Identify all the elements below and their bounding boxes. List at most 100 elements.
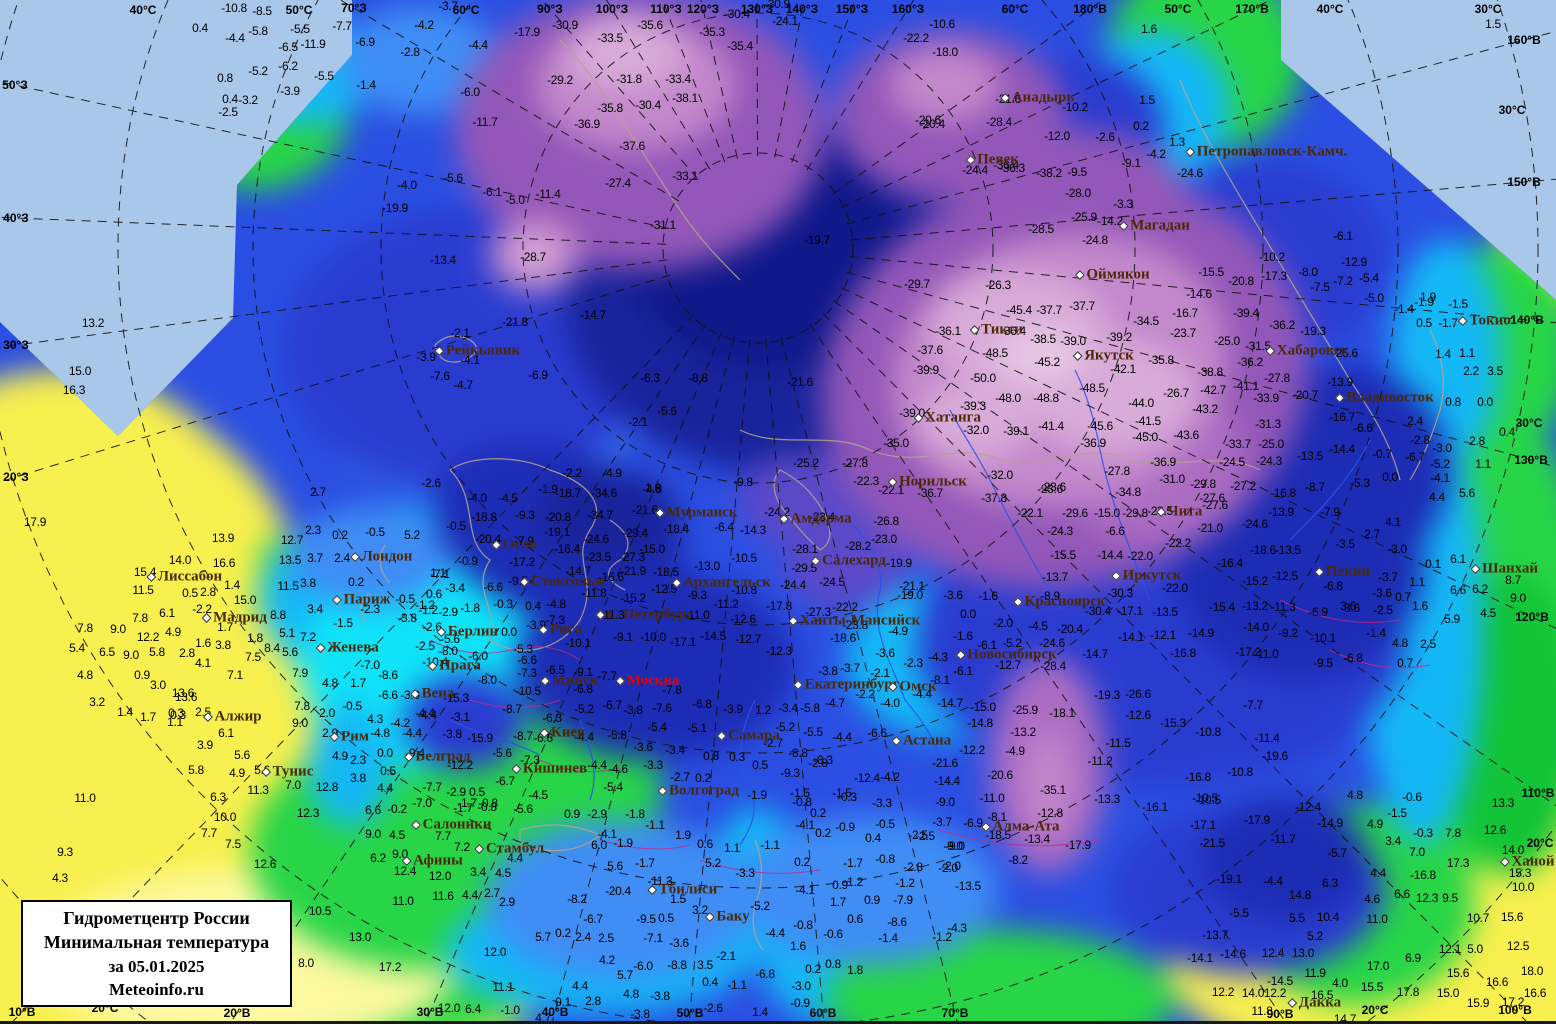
temp-label: -5.2 xyxy=(1002,636,1022,650)
temp-label: -9.0 xyxy=(945,839,965,853)
temp-label: -5.2 xyxy=(775,720,795,734)
temp-label: -2.1 xyxy=(870,666,890,680)
temp-label: 3.7 xyxy=(307,551,323,565)
temp-label: 4.0 xyxy=(1332,976,1348,990)
temp-label: -6.6 xyxy=(1353,421,1373,435)
temp-label: -12.6 xyxy=(730,612,756,626)
temp-label: -3.0 xyxy=(1387,542,1407,556)
temp-label: -17.8 xyxy=(766,599,792,613)
temp-label: -13.9 xyxy=(1327,375,1353,389)
grid-label: 50°С xyxy=(1164,2,1192,16)
temp-label: -39.1 xyxy=(1003,424,1029,438)
city-label: Екатеринбург xyxy=(793,677,899,694)
temp-label: 13.2 xyxy=(81,316,105,330)
temp-label: -2.5 xyxy=(218,105,238,119)
temp-label: 2.4 xyxy=(575,930,591,944)
temp-label: -24.8 xyxy=(1082,233,1108,247)
temp-label: -4.3 xyxy=(928,650,948,664)
temp-label: 3.0 xyxy=(150,678,166,692)
city-marker-icon xyxy=(1072,351,1083,362)
temp-label: -23.6 xyxy=(1040,480,1066,494)
temp-label: -5.0 xyxy=(505,193,525,207)
temp-label: -34.6 xyxy=(591,486,617,500)
temp-label: -14.3 xyxy=(740,523,766,537)
temp-label: -2.9 xyxy=(438,605,458,619)
temp-label: -13.7 xyxy=(1202,928,1228,942)
temp-label: -2.0 xyxy=(941,859,961,873)
temp-label: -7.3 xyxy=(517,666,537,680)
temp-label: 4.4 xyxy=(1429,490,1445,504)
temp-label: -45.2 xyxy=(1034,355,1060,369)
temp-label: -3.6 xyxy=(1372,586,1392,600)
temp-label: 15.6 xyxy=(1500,910,1524,924)
city-marker-icon xyxy=(436,627,447,638)
temp-label: -10.8 xyxy=(1195,725,1221,739)
temp-label: 2.4 xyxy=(1407,414,1423,428)
temp-label: -11.2 xyxy=(713,597,739,611)
temp-label: 2.0 xyxy=(319,706,335,720)
temp-label: 12.2 xyxy=(1263,986,1287,1000)
temp-label: -9.3 xyxy=(515,508,535,522)
temp-label: -8.6 xyxy=(887,915,907,929)
temp-label: -2.7 xyxy=(670,770,690,784)
temp-label: -0.5 xyxy=(395,592,415,606)
temp-label: -4.1 xyxy=(597,827,617,841)
temp-label: -0.9 xyxy=(790,996,810,1010)
temp-label: -22.0 xyxy=(1162,581,1188,595)
temp-label: -4.4 xyxy=(417,708,437,722)
temp-label: 1.5 xyxy=(1485,17,1501,31)
temp-label: -27.6 xyxy=(1202,498,1228,512)
city-label: Ханты-Мансийск xyxy=(788,613,920,630)
city-marker-icon xyxy=(1156,507,1167,518)
temp-label: -34.7 xyxy=(587,508,613,522)
temp-label: -14.1 xyxy=(1187,951,1213,965)
temp-label: -36.2 xyxy=(1269,318,1295,332)
temp-label: 0.6 xyxy=(847,912,863,926)
temp-label: -16.4 xyxy=(1217,556,1243,570)
temp-label: -5.0 xyxy=(1364,291,1384,305)
legend-site: Meteoinfo.ru xyxy=(109,980,204,1000)
city-marker-icon xyxy=(1457,316,1468,327)
temp-label: -3.0 xyxy=(791,979,811,993)
temp-label: 5.6 xyxy=(234,748,250,762)
temp-label: -16.1 xyxy=(1142,800,1168,814)
temp-label: -29.8 xyxy=(1190,477,1216,491)
temp-label: -26.3 xyxy=(985,278,1011,292)
temp-label: 3.6 xyxy=(1344,601,1360,615)
temp-label: -24.3 xyxy=(1256,454,1282,468)
temp-label: 6.6 xyxy=(1394,887,1410,901)
temp-label: -1.4 xyxy=(356,78,376,92)
grid-label: 70°В xyxy=(941,1006,969,1020)
city-label: Дакка xyxy=(1287,995,1341,1012)
temp-label: -15.0 xyxy=(1094,506,1120,520)
temp-label: -37.8 xyxy=(981,491,1007,505)
temp-label: -24.4 xyxy=(780,578,806,592)
temp-label: 7.0 xyxy=(1409,845,1425,859)
city-marker-icon xyxy=(595,610,606,621)
temp-label: -30.3 xyxy=(1107,586,1133,600)
temp-label: -19.0 xyxy=(897,588,923,602)
temp-label: -7.7 xyxy=(332,19,352,33)
temp-label: -25.6 xyxy=(1332,346,1358,360)
temp-label: -45.0 xyxy=(1132,430,1158,444)
city-marker-icon xyxy=(810,556,821,567)
temp-label: -25.0 xyxy=(1214,334,1240,348)
temp-label: -5.6 xyxy=(440,632,460,646)
temp-label: -29.4 xyxy=(622,526,648,540)
grid-label: 30°З xyxy=(3,338,29,352)
temp-label: 0.7 xyxy=(1397,656,1413,670)
temp-label: -0.2 xyxy=(387,802,407,816)
temp-label: -8.3 xyxy=(813,753,833,767)
temp-label: -2.9 xyxy=(446,785,466,799)
city-marker-icon xyxy=(1000,93,1011,104)
temp-label: -20.4 xyxy=(1057,622,1083,636)
temp-label: -26.7 xyxy=(1163,386,1189,400)
temp-label: -24.4 xyxy=(962,163,988,177)
temp-label: -14.7 xyxy=(1082,647,1108,661)
city-label: Петропавловск-Камч. xyxy=(1185,144,1347,161)
temp-label: -1.7 xyxy=(453,801,473,815)
temp-label: -13.2 xyxy=(1242,599,1268,613)
temp-label: -43.6 xyxy=(1173,428,1199,442)
temp-label: -22.1 xyxy=(1017,506,1043,520)
temp-label: -2.6 xyxy=(703,1001,723,1015)
